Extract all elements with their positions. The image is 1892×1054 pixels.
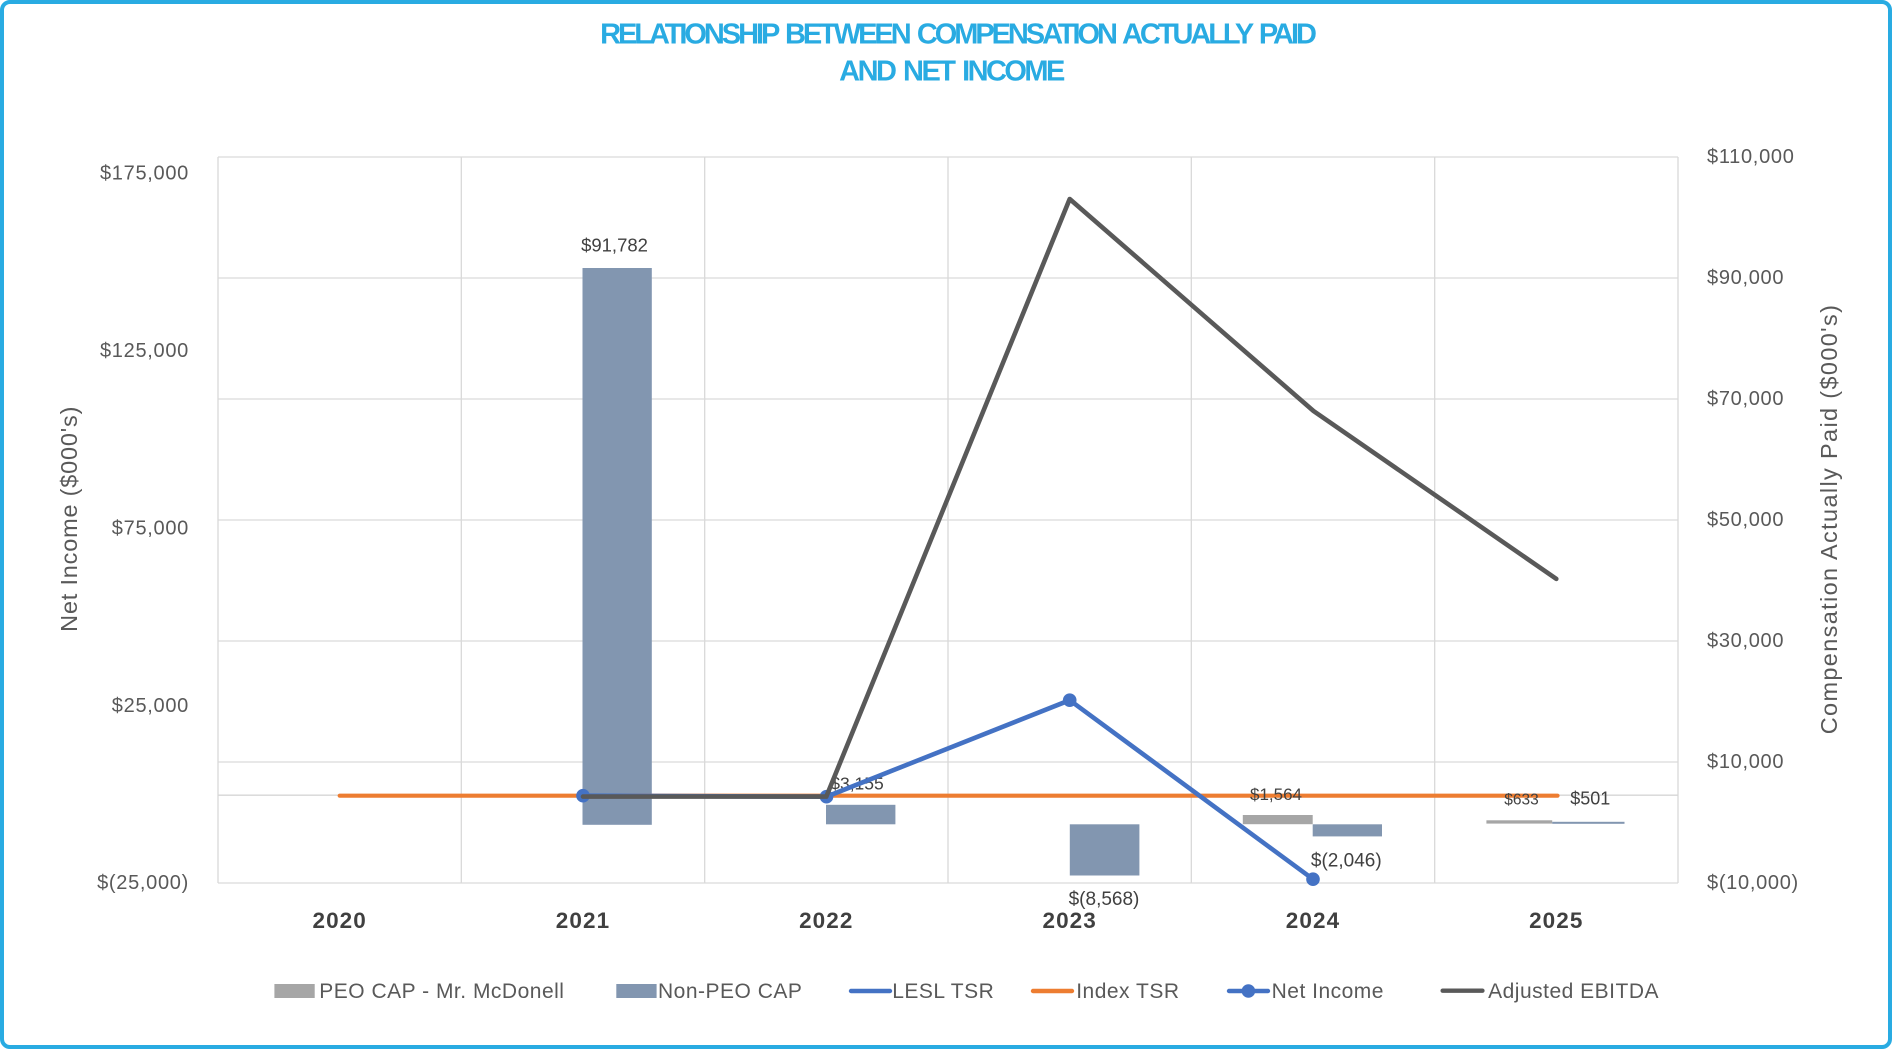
svg-text:2022: 2022 <box>799 908 853 933</box>
svg-text:$(2,046): $(2,046) <box>1311 851 1382 872</box>
svg-text:$25,000: $25,000 <box>112 695 189 717</box>
svg-text:$70,000: $70,000 <box>1707 388 1784 410</box>
svg-text:2024: 2024 <box>1286 908 1340 933</box>
svg-text:2020: 2020 <box>312 908 366 933</box>
svg-text:$90,000: $90,000 <box>1707 267 1784 289</box>
svg-text:$110,000: $110,000 <box>1707 146 1795 168</box>
svg-text:$1,564: $1,564 <box>1250 785 1302 804</box>
svg-text:$125,000: $125,000 <box>100 340 189 362</box>
svg-text:2025: 2025 <box>1529 908 1583 933</box>
svg-text:PEO CAP - Mr. McDonell: PEO CAP - Mr. McDonell <box>319 980 564 1003</box>
svg-text:$75,000: $75,000 <box>112 517 189 539</box>
svg-text:$10,000: $10,000 <box>1707 751 1784 773</box>
svg-text:LESL TSR: LESL TSR <box>892 980 994 1003</box>
svg-text:$91,782: $91,782 <box>581 235 648 256</box>
svg-text:$(25,000): $(25,000) <box>97 872 189 894</box>
svg-text:$30,000: $30,000 <box>1707 630 1784 652</box>
svg-text:$(8,568): $(8,568) <box>1069 889 1140 910</box>
svg-text:2023: 2023 <box>1042 908 1096 933</box>
svg-text:Adjusted EBITDA: Adjusted EBITDA <box>1488 980 1659 1003</box>
svg-text:$633: $633 <box>1504 792 1538 809</box>
svg-text:$175,000: $175,000 <box>100 163 189 185</box>
svg-text:Compensation Actually Paid ($0: Compensation Actually Paid ($000's) <box>1816 304 1842 735</box>
svg-text:$(10,000): $(10,000) <box>1707 872 1799 894</box>
svg-text:2021: 2021 <box>556 908 610 933</box>
svg-text:$501: $501 <box>1570 789 1610 809</box>
svg-text:RELATIONSHIP BETWEEN COMPENSAT: RELATIONSHIP BETWEEN COMPENSATION ACTUAL… <box>600 19 1316 51</box>
svg-text:Index TSR: Index TSR <box>1076 980 1179 1003</box>
svg-text:Net Income ($000's): Net Income ($000's) <box>56 406 82 632</box>
svg-text:$50,000: $50,000 <box>1707 509 1784 531</box>
svg-text:Non-PEO CAP: Non-PEO CAP <box>658 980 802 1003</box>
svg-text:AND NET INCOME: AND NET INCOME <box>839 55 1065 87</box>
svg-text:Net Income: Net Income <box>1272 980 1384 1003</box>
